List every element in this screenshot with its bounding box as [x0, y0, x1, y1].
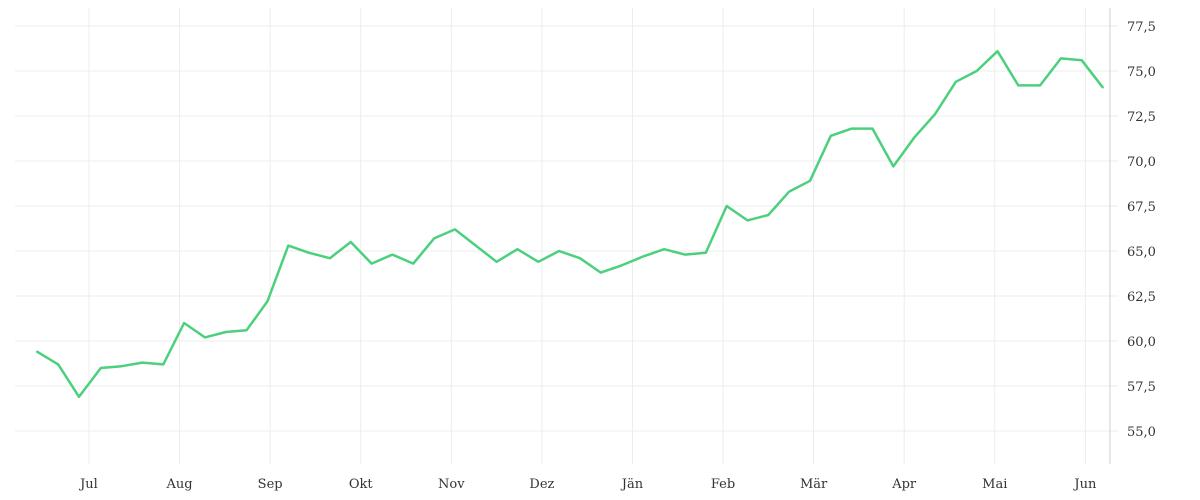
y-tick-label: 72,5	[1127, 110, 1156, 125]
horizontal-grid	[15, 25, 1118, 432]
y-tick-label: 77,5	[1127, 20, 1156, 35]
x-tick-label: Apr	[891, 477, 917, 492]
x-tick-label: Jun	[1072, 477, 1097, 492]
y-tick-label: 57,5	[1127, 380, 1156, 395]
x-tick-label: Nov	[438, 477, 465, 492]
x-tick-label: Sep	[258, 477, 283, 492]
series-line	[36, 49, 1104, 399]
y-tick-label: 60,0	[1127, 335, 1156, 350]
y-tick-label: 62,5	[1127, 290, 1156, 305]
x-tick-label: Jul	[78, 477, 98, 492]
y-tick-label: 70,0	[1127, 155, 1156, 170]
x-tick-label: Dez	[529, 477, 554, 492]
x-tick-label: Okt	[349, 477, 374, 492]
x-tick-label: Feb	[711, 477, 735, 492]
x-tick-label: Mär	[800, 477, 828, 492]
x-tick-label: Aug	[166, 477, 193, 492]
y-tick-label: 55,0	[1127, 425, 1156, 440]
vertical-grid	[88, 8, 1086, 464]
x-axis-ticks: Jul Aug Sep Okt Nov Dez Jän Feb Mär Apr Mai Jun	[78, 477, 1097, 492]
x-tick-label: Mai	[982, 477, 1007, 492]
y-tick-label: 65,0	[1127, 245, 1156, 260]
y-axis-ticks: 55,0 57,5 60,0 62,5 65,0 67,5 70,0 72,5 75,0 77,5	[1127, 20, 1156, 440]
y-tick-label: 75,0	[1127, 65, 1156, 80]
y-tick-label: 67,5	[1127, 200, 1156, 215]
x-tick-label: Jän	[620, 477, 644, 492]
